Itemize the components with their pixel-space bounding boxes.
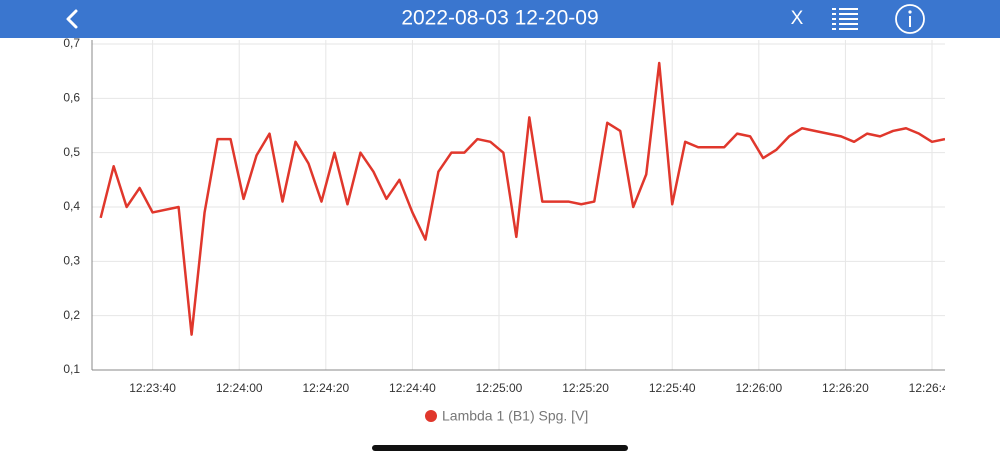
y-tick-label: 0,7: [63, 36, 80, 50]
x-tick-label: 12:24:00: [216, 381, 263, 395]
list-button[interactable]: [832, 8, 858, 30]
x-tick-label: 12:24:20: [302, 381, 349, 395]
header-title: 2022-08-03 12-20-09: [401, 7, 598, 30]
plot: [99, 61, 945, 336]
x-labels: 12:23:40 12:24:00 12:24:20 12:24:40 12:25:00…: [129, 381, 956, 395]
y-tick-label: 0,4: [63, 199, 80, 213]
info-button[interactable]: [895, 4, 925, 34]
x-tick-label: 12:26:40: [909, 381, 956, 395]
y-tick-label: 0,6: [63, 91, 80, 105]
back-button[interactable]: [66, 9, 78, 29]
series-line: [99, 61, 945, 336]
x-tick-label: 12:24:40: [389, 381, 436, 395]
x-tick-label: 12:25:20: [562, 381, 609, 395]
x-tick-label: 12:25:00: [476, 381, 523, 395]
y-labels: 0,1 0,2 0,3 0,4 0,5 0,6 0,7: [63, 36, 80, 376]
legend: Lambda 1 (B1) Spg. [V]: [425, 408, 588, 424]
y-tick-label: 0,2: [63, 308, 80, 322]
grid: [92, 40, 945, 371]
y-tick-label: 0,3: [63, 254, 80, 268]
home-indicator: [372, 445, 628, 451]
legend-marker: [425, 410, 437, 422]
x-tick-label: 12:25:40: [649, 381, 696, 395]
x-tick-label: 12:26:20: [822, 381, 869, 395]
y-tick-label: 0,1: [63, 362, 80, 376]
y-tick-label: 0,5: [63, 145, 80, 159]
legend-label: Lambda 1 (B1) Spg. [V]: [442, 408, 588, 424]
x-tick-label: 12:23:40: [129, 381, 176, 395]
x-tick-label: 12:26:00: [735, 381, 782, 395]
close-button[interactable]: X: [791, 8, 804, 29]
